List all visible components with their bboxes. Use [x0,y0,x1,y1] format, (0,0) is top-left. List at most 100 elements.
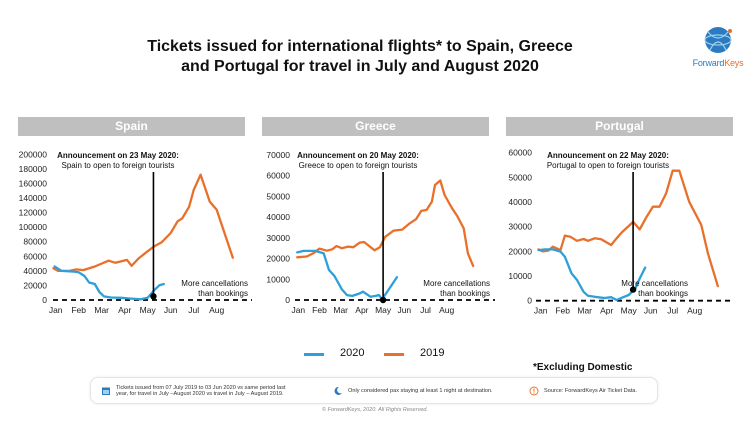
announcement-marker [379,296,387,304]
footnote-excluding-domestic: *Excluding Domestic [533,362,633,373]
chart-portugal: 0 10000 20000 30000 40000 50000 60000 Jan Feb Mar… [508,148,730,316]
x-tick-label-feb: Feb [312,305,327,315]
series-line-2019 [296,179,475,268]
y-tick-label: 60000 [266,171,290,181]
x-tick-label-jul: Jul [667,306,678,316]
note-source: Source: ForwardKeys Air Ticket Data. [529,378,654,403]
panel-header-greece: Greece [262,117,489,136]
series-line-2020 [296,249,399,301]
announcement-text: Greece to open to foreign tourists [299,161,418,170]
x-tick-label-jan: Jan [291,305,305,315]
y-tick-label: 0 [527,296,532,306]
copyright: © ForwardKeys, 2020. All Rights Reserved… [322,407,428,413]
y-tick-label: 120000 [19,208,48,218]
x-tick-label-may: May [375,305,392,315]
note-min-stay: Only considered pax staying at least 1 n… [333,378,518,403]
series-line-2019 [537,169,719,288]
forwardkeys-logo: ForwardKeys [690,24,746,76]
panel-header-portugal: Portugal [506,117,733,136]
calendar-icon [101,386,111,396]
y-tick-label: 50000 [508,172,532,182]
note-source-text: Source: ForwardKeys Air Ticket Data. [544,387,637,394]
note-min-stay-text: Only considered pax staying at least 1 n… [348,387,493,394]
y-tick-label: 40000 [508,197,532,207]
cancellations-note-line2: than bookings [440,289,490,298]
y-tick-label: 180000 [19,164,48,174]
announcement-title: Announcement on 23 May 2020: [57,151,179,160]
y-tick-label: 20000 [266,254,290,264]
x-tick-label-jul: Jul [420,305,431,315]
cancellations-note-line2: than bookings [638,289,688,298]
y-tick-label: 30000 [508,222,532,232]
y-tick-label: 100000 [19,222,48,232]
y-tick-label: 30000 [266,233,290,243]
y-tick-label: 60000 [23,251,47,261]
x-tick-label-jun: Jun [164,305,178,315]
x-tick-label-jan: Jan [49,305,63,315]
chart-spain: 0 20000 40000 60000 80000 100000 120000 140000 1… [19,149,252,315]
y-tick-label: 20000 [508,246,532,256]
y-tick-label: 10000 [266,274,290,284]
x-tick-label-feb: Feb [555,306,570,316]
announcement-text: Portugal to open to foreign tourists [547,161,669,170]
note-ticket-period-line2: year, for travel in July –August 2020 vs… [116,390,284,397]
moon-icon [333,386,343,396]
x-tick-label-jun: Jun [397,305,411,315]
y-tick-label: 50000 [266,191,290,201]
logo-text: ForwardKeys [690,58,746,68]
x-tick-label-mar: Mar [94,305,109,315]
notes-box: Tickets issued from 07 July 2019 to 03 J… [90,377,658,404]
y-tick-label: 40000 [23,266,47,276]
x-tick-label-aug: Aug [687,306,702,316]
x-tick-label-aug: Aug [209,305,224,315]
logo-text-forward: Forward [692,58,725,68]
x-tick-label-apr: Apr [118,305,131,315]
page-title: Tickets issued for international flights… [0,37,720,77]
note-ticket-period: Tickets issued from 07 July 2019 to 03 J… [101,378,326,403]
x-tick-label-apr: Apr [355,305,368,315]
legend-swatch-2020 [304,353,324,356]
x-tick-label-feb: Feb [71,305,86,315]
series-line-2019 [52,173,234,273]
x-tick-label-mar: Mar [577,306,592,316]
x-tick-label-jul: Jul [188,305,199,315]
x-tick-label-apr: Apr [600,306,613,316]
y-tick-label: 70000 [266,150,290,160]
title-line-2: and Portugal for travel in July and Augu… [181,58,539,75]
legend-swatch-2019 [384,353,404,356]
y-tick-label: 0 [42,295,47,305]
note-ticket-period-line1: Tickets issued from 07 July 2019 to 03 J… [116,384,286,391]
series-line-2020 [53,265,165,301]
globe-icon [704,27,732,53]
legend-label-2020: 2020 [340,347,365,359]
panel-header-spain: Spain [18,117,245,136]
logo-text-keys: Keys [724,58,744,68]
legend-label-2019: 2019 [420,347,445,359]
announcement-text: Spain to open to foreign tourists [62,161,175,170]
y-tick-label: 140000 [19,193,48,203]
y-tick-label: 10000 [508,271,532,281]
announcement-title: Announcement on 20 May 2020: [297,151,419,160]
x-tick-label-jan: Jan [534,306,548,316]
title-line-1: Tickets issued for international flights… [147,38,573,55]
chart-greece: 0 10000 20000 30000 40000 50000 60000 70000 Jan F… [266,150,495,315]
y-tick-label: 60000 [508,148,532,158]
cancellations-note-line1: More cancellations [621,279,688,288]
cancellations-note-line2: than bookings [198,289,248,298]
x-tick-label-may: May [621,306,638,316]
y-tick-label: 200000 [19,149,48,159]
cancellations-note-line1: More cancellations [181,279,248,288]
x-tick-label-mar: Mar [333,305,348,315]
y-tick-label: 0 [285,295,290,305]
note-ticket-period-text: Tickets issued from 07 July 2019 to 03 J… [116,385,286,397]
announcement-marker [150,293,157,300]
x-tick-label-may: May [140,305,157,315]
y-tick-label: 40000 [266,212,290,222]
y-tick-label: 80000 [23,237,47,247]
y-tick-label: 160000 [19,178,48,188]
series-line-2020 [537,248,647,302]
y-tick-label: 20000 [23,280,47,290]
announcement-marker [629,286,637,293]
cancellations-note-line1: More cancellations [423,279,490,288]
x-tick-label-aug: Aug [439,305,454,315]
